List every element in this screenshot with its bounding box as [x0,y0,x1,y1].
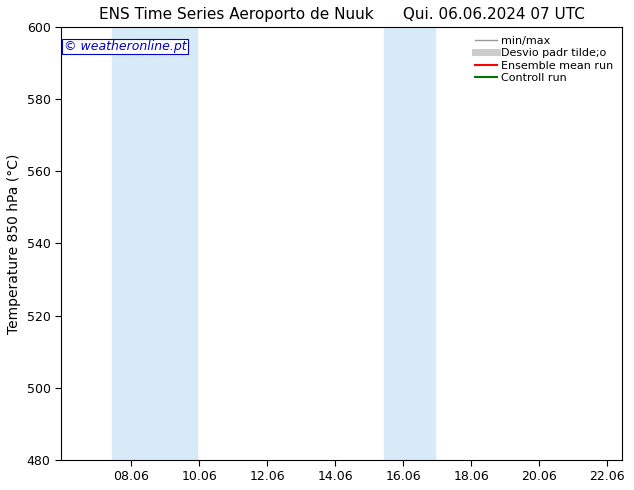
Text: © weatheronline.pt: © weatheronline.pt [64,40,186,53]
Bar [384,27,435,460]
Bar [112,27,197,460]
Title: ENS Time Series Aeroporto de Nuuk      Qui. 06.06.2024 07 UTC: ENS Time Series Aeroporto de Nuuk Qui. 0… [99,7,585,22]
Legend: min/max, Desvio padr tilde;o, Ensemble mean run, Controll run: min/max, Desvio padr tilde;o, Ensemble m… [471,33,617,86]
Y-axis label: Temperature 850 hPa (°C): Temperature 850 hPa (°C) [7,153,21,334]
